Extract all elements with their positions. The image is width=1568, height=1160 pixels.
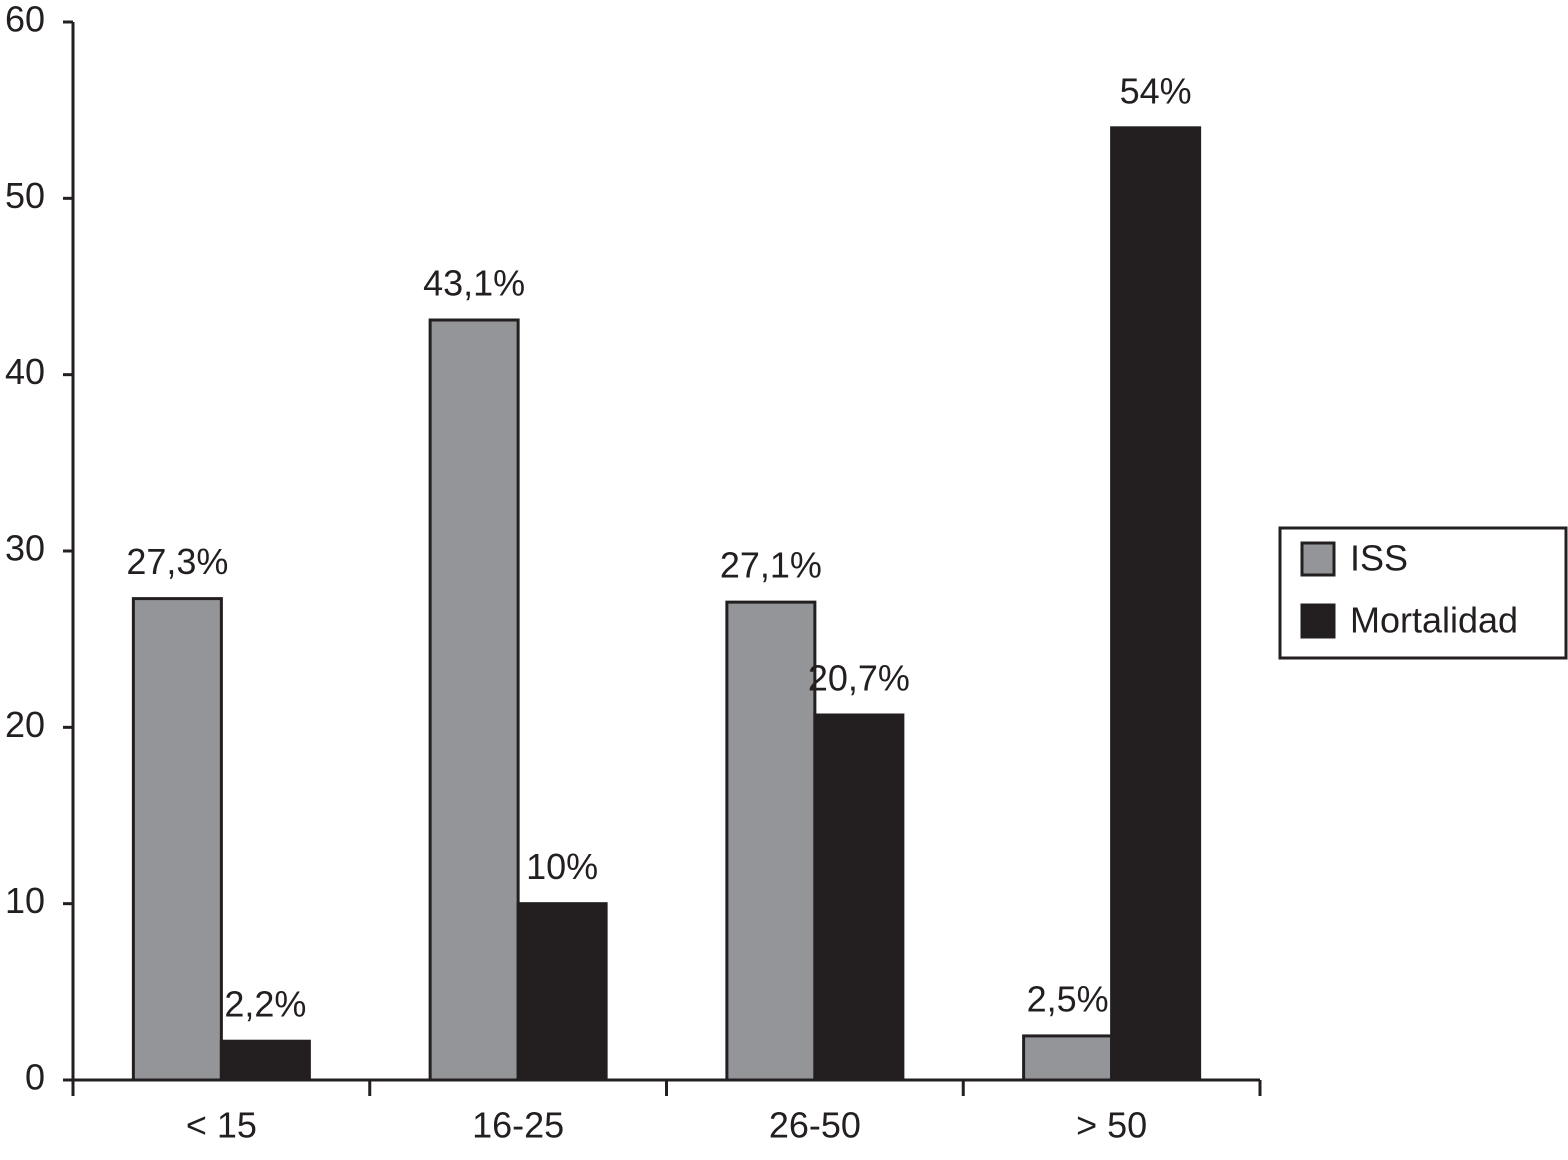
y-tick-label: 10 bbox=[5, 880, 45, 921]
value-label: 27,1% bbox=[720, 545, 822, 586]
legend-label: ISS bbox=[1350, 538, 1408, 579]
value-label: 27,3% bbox=[126, 541, 228, 582]
value-label: 10% bbox=[526, 846, 598, 887]
bar bbox=[516, 902, 608, 1082]
bar bbox=[1022, 1034, 1114, 1082]
y-tick-label: 20 bbox=[5, 704, 45, 745]
legend-swatch bbox=[1300, 541, 1336, 577]
y-tick-label: 40 bbox=[5, 351, 45, 392]
y-tick-label: 60 bbox=[5, 0, 45, 40]
bar bbox=[131, 597, 223, 1082]
x-tick-label: < 15 bbox=[186, 1105, 257, 1146]
x-tick-label: 16-25 bbox=[472, 1105, 564, 1146]
bar bbox=[725, 600, 817, 1082]
bar bbox=[219, 1039, 311, 1082]
legend-swatch bbox=[1300, 603, 1336, 639]
bar bbox=[1110, 126, 1202, 1082]
bar bbox=[428, 318, 520, 1082]
value-label: 2,5% bbox=[1027, 978, 1109, 1019]
y-tick-label: 50 bbox=[5, 175, 45, 216]
y-tick-label: 0 bbox=[25, 1057, 45, 1098]
value-label: 2,2% bbox=[224, 984, 306, 1025]
x-tick-label: > 50 bbox=[1076, 1105, 1147, 1146]
value-label: 54% bbox=[1120, 70, 1192, 111]
y-tick-label: 30 bbox=[5, 528, 45, 569]
bar bbox=[813, 713, 905, 1082]
value-label: 20,7% bbox=[808, 658, 910, 699]
x-tick-label: 26-50 bbox=[769, 1105, 861, 1146]
value-label: 43,1% bbox=[423, 263, 525, 304]
legend-label: Mortalidad bbox=[1350, 600, 1518, 641]
